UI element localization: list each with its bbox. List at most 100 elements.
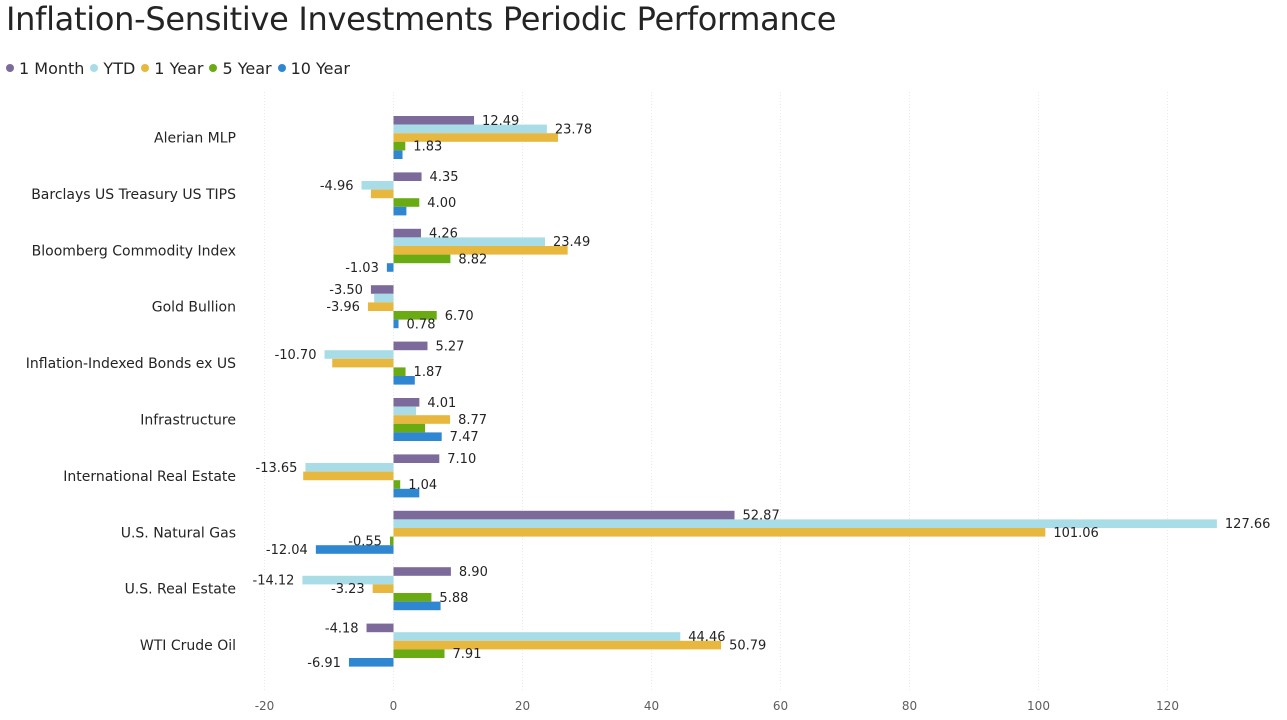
data-label: 4.35 [430,170,459,185]
bar[interactable] [303,471,394,481]
bar[interactable] [393,510,735,520]
bar[interactable] [393,480,401,489]
bar[interactable] [393,519,1217,528]
bar[interactable] [393,116,475,125]
bar[interactable] [393,141,406,151]
data-label: 23.78 [555,122,592,137]
data-label: -1.03 [345,261,379,276]
bar[interactable] [315,545,394,554]
data-label: 127.66 [1225,517,1271,532]
data-label: 1.04 [408,478,437,493]
bar[interactable] [393,124,547,134]
data-label: 44.46 [688,630,725,645]
bar[interactable] [332,358,394,368]
legend-item[interactable]: 1 Year [141,59,203,78]
bar[interactable] [366,623,394,633]
data-label: 4.00 [427,196,456,211]
bar[interactable] [393,528,1046,537]
category-label: U.S. Real Estate [125,582,236,598]
bar[interactable] [393,593,432,602]
legend-item[interactable]: YTD [90,59,135,78]
chart-title: Inflation-Sensitive Investments Periodic… [6,0,837,38]
data-label: 8.90 [459,565,488,580]
bar[interactable] [393,206,407,216]
bar[interactable] [386,263,394,272]
data-label: 1.87 [414,365,443,380]
bar[interactable] [393,601,441,611]
bar[interactable] [393,423,426,433]
category-label: Barclays US Treasury US TIPS [31,187,236,203]
bar[interactable] [393,133,558,142]
x-tick-label: 20 [515,699,530,713]
bar[interactable] [393,567,451,576]
data-label: -12.04 [266,543,308,558]
category-label: Alerian MLP [154,131,236,147]
bar[interactable] [393,454,440,463]
bar[interactable] [393,172,422,181]
legend-label: 5 Year [222,58,272,78]
data-label: 6.70 [445,309,474,324]
data-label: 23.49 [553,235,590,250]
data-label: -3.23 [331,582,365,597]
data-labels: 12.49 23.78 1.83 4.35 -4.96 4.00 4.26 23.49 8.82… [253,114,1271,671]
bar[interactable] [393,367,406,376]
y-axis: Alerian MLP Barclays US Treasury US TIPS B… [26,131,236,655]
bar[interactable] [393,228,421,238]
bar[interactable] [393,319,399,329]
legend-marker [209,64,218,72]
data-label: 0.78 [407,317,436,332]
bar[interactable] [393,432,442,441]
category-label: U.S. Natural Gas [121,525,236,541]
bar[interactable] [302,575,394,585]
data-label: 12.49 [482,114,519,129]
data-label: -4.96 [320,179,354,194]
bar[interactable] [393,311,437,320]
bar[interactable] [393,488,420,498]
legend-item[interactable]: 1 Month [6,59,84,78]
bar[interactable] [348,658,394,667]
bar[interactable] [393,198,420,207]
legend-item[interactable]: 10 Year [277,59,350,78]
x-tick-label: 60 [773,699,788,713]
bar[interactable] [361,181,394,190]
bar[interactable] [393,150,403,159]
bar[interactable] [374,293,394,303]
x-tick-label: 40 [644,699,659,713]
bar[interactable] [393,237,546,246]
bar[interactable] [393,341,428,351]
legend-label: 1 Year [154,58,204,78]
x-tick-label: 0 [390,699,398,713]
bar[interactable] [367,302,394,311]
data-label: 8.77 [458,413,487,428]
data-label: 4.26 [429,227,458,242]
bar[interactable] [372,584,394,593]
category-label: WTI Crude Oil [140,638,236,654]
bar[interactable] [305,463,394,472]
legend-marker [6,64,14,72]
data-label: 7.47 [450,430,479,445]
data-label: -3.50 [329,283,363,298]
bar[interactable] [370,285,394,294]
legend-item[interactable]: 5 Year [209,58,272,78]
data-label: -10.70 [275,348,317,363]
bar[interactable] [393,398,420,407]
bar[interactable] [389,536,394,546]
bar[interactable] [393,415,451,424]
category-label: Gold Bullion [152,300,236,316]
bar[interactable] [393,632,681,641]
data-label: 50.79 [729,639,766,654]
legend-marker [141,64,150,72]
bar[interactable] [324,350,394,359]
data-label: 8.82 [458,252,487,267]
x-axis: -20 0 20 40 60 80 100 120 [255,699,1179,713]
x-tick-label: -20 [255,699,275,713]
bar[interactable] [393,640,722,650]
bar[interactable] [393,406,417,416]
bar[interactable] [393,246,568,255]
bar[interactable] [393,649,445,658]
bar[interactable] [393,254,451,264]
legend-marker [90,64,99,72]
bar[interactable] [393,376,415,385]
bar[interactable] [370,189,394,199]
category-label: Infrastructure [140,413,236,429]
